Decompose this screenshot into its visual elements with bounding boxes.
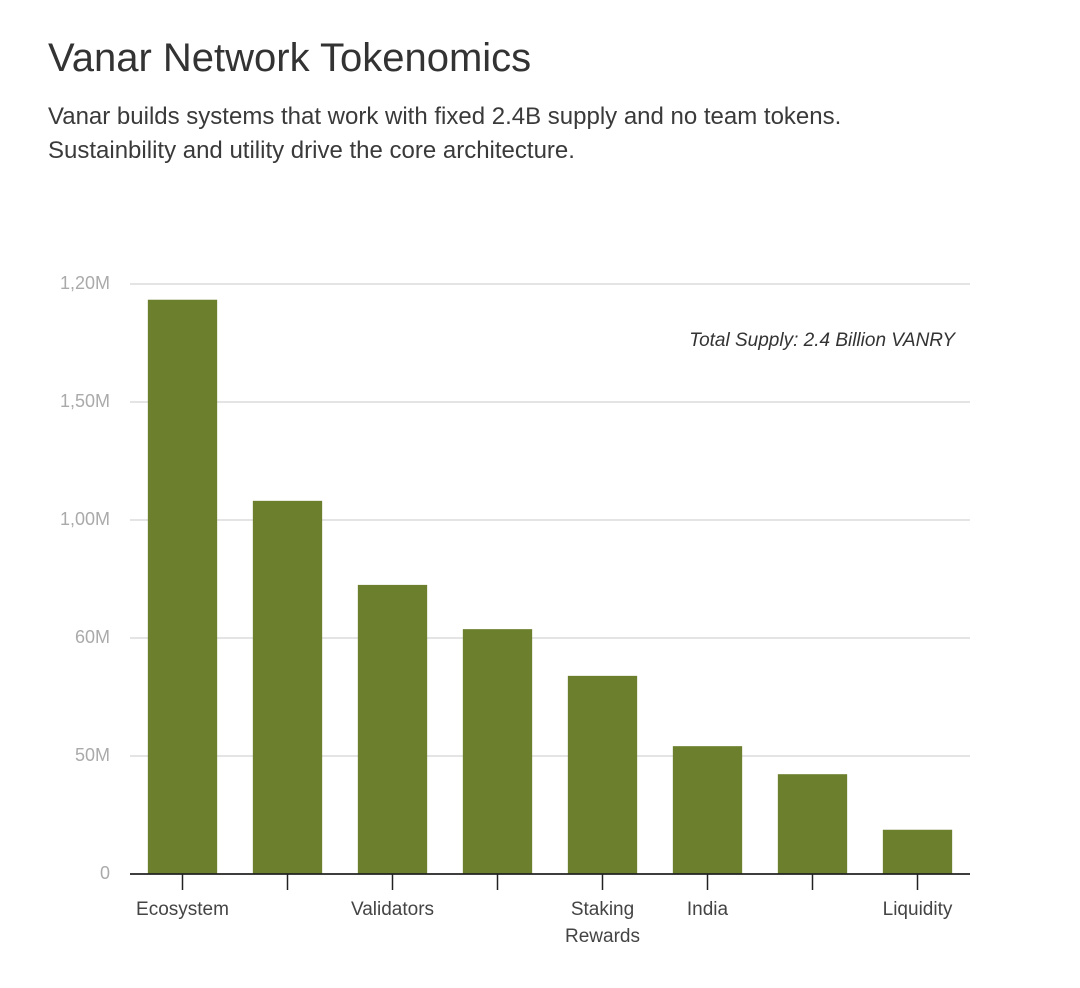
bar (882, 829, 953, 874)
y-tick-label: 1,00M (60, 509, 110, 529)
y-tick-label: 1,20M (60, 273, 110, 293)
x-tick-label: Liquidity (882, 899, 953, 920)
bar (567, 675, 638, 874)
bar (357, 584, 428, 874)
bar (672, 746, 743, 874)
x-tick-label: Staking Rewards (565, 899, 640, 947)
chart-subtitle: Vanar builds systems that work with fixe… (48, 103, 842, 164)
y-tick-label: 50M (75, 745, 110, 765)
bar (252, 500, 323, 874)
chart-title: Vanar Network Tokenomics (48, 36, 532, 80)
bar (462, 629, 533, 874)
y-tick-label: 60M (75, 627, 110, 647)
y-tick-label: 0 (100, 863, 110, 883)
bar (147, 299, 218, 874)
annotation: Total Supply: 2.4 Billion VANRY (689, 330, 956, 351)
x-tick-label: Ecosystem (136, 899, 229, 920)
y-tick-label: 1,50M (60, 391, 110, 411)
x-tick-label: India (686, 899, 729, 920)
bar (777, 774, 848, 874)
x-tick-label: Validators (350, 899, 435, 920)
